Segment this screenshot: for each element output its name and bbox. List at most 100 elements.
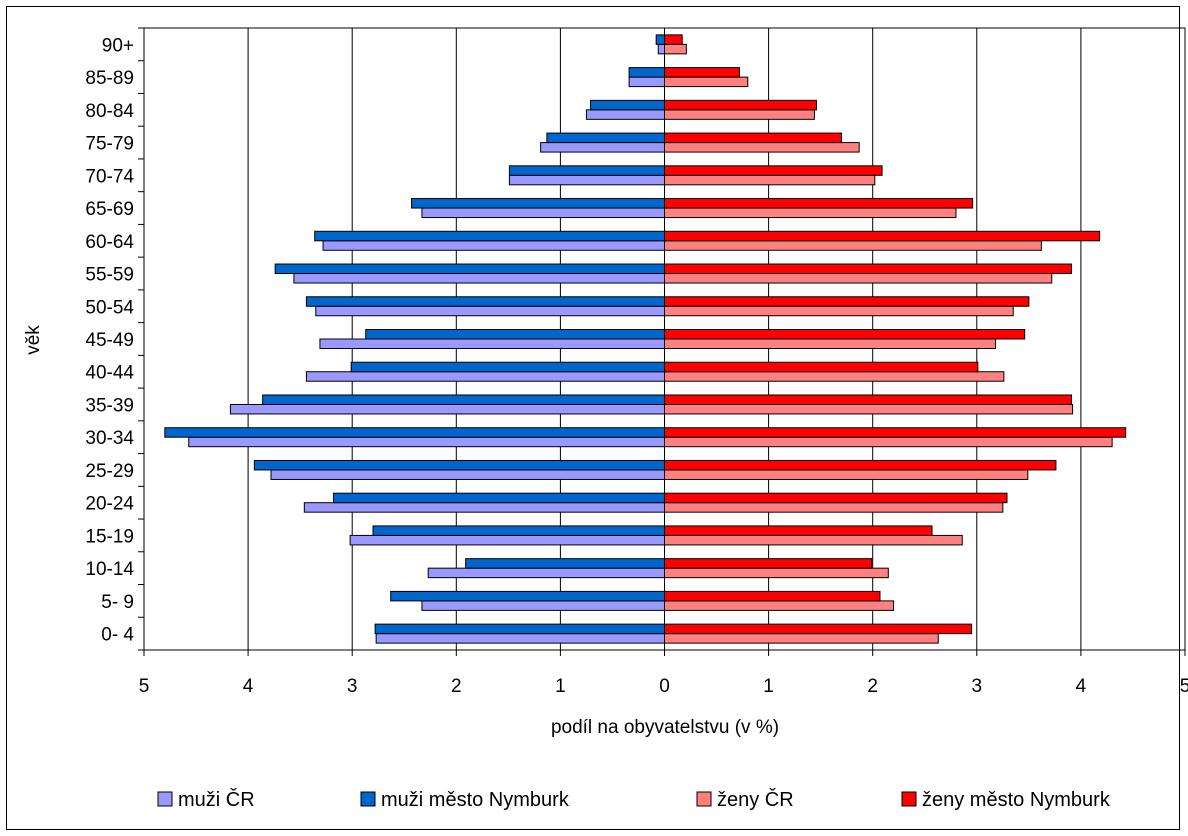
bar-muži-město-Nymburk-0-4	[374, 623, 665, 635]
x-tick-label: 5	[139, 676, 150, 697]
bar-muži-ČR-75-79	[540, 142, 665, 153]
bar-muži-město-Nymburk-55-59	[274, 263, 665, 275]
bar-muži-ČR-0-4	[375, 633, 665, 644]
bar-muži-ČR-85-89	[628, 76, 666, 88]
bar-muži-město-Nymburk-25-29	[253, 459, 665, 471]
legend-swatch	[360, 791, 376, 807]
bar-ženy-ČR-0-4	[664, 633, 939, 644]
bar-ženy-město-Nymburk-60-64	[664, 230, 1101, 242]
x-tick-label: 4	[1076, 676, 1087, 697]
bar-ženy-ČR-15-19	[664, 534, 963, 546]
y-tick-label: 30-34	[85, 428, 134, 449]
y-tick-label: 35-39	[85, 395, 134, 416]
x-tick-label: 1	[555, 676, 566, 697]
bar-muži-ČR-5-9	[421, 600, 665, 611]
bar-ženy-město-Nymburk-35-39	[664, 394, 1073, 405]
bar-ženy-ČR-75-79	[664, 142, 860, 153]
bar-muži-ČR-30-34	[188, 436, 665, 448]
bar-muži-město-Nymburk-5-9	[390, 590, 665, 602]
x-tick-label: 0	[659, 676, 670, 697]
bar-muži-město-Nymburk-70-74	[508, 165, 665, 176]
y-tick-label: 80-84	[85, 101, 134, 122]
y-tick-label: 60-64	[85, 232, 134, 253]
bar-ženy-ČR-90+	[664, 43, 687, 55]
x-tick-labels: 5 4 3 2 1 0 1 2 3 4 5	[139, 676, 1188, 697]
y-tick-label: 90+	[102, 35, 134, 56]
y-tick-label: 5- 9	[101, 592, 134, 613]
bar-ženy-ČR-25-29	[664, 469, 1029, 480]
bar-muži-město-Nymburk-75-79	[546, 132, 666, 144]
bar-muži-město-Nymburk-80-84	[590, 99, 665, 111]
legend-swatch	[157, 791, 173, 807]
bar-ženy-město-Nymburk-20-24	[664, 492, 1008, 504]
legend-label: muži ČR	[178, 788, 255, 811]
bar-muži-město-Nymburk-10-14	[465, 558, 665, 569]
bar-ženy-město-Nymburk-90+	[664, 34, 683, 45]
bar-ženy-ČR-50-54	[664, 305, 1014, 317]
bar-muži-ČR-60-64	[322, 240, 665, 251]
bar-muži-město-Nymburk-35-39	[262, 394, 665, 405]
bar-ženy-město-Nymburk-15-19	[664, 525, 933, 536]
bar-ženy-město-Nymburk-0-4	[664, 623, 973, 635]
y-tick-label: 75-79	[85, 134, 134, 155]
y-tick-labels: 0- 4 5- 9 10-14 15-19 20-24 25-29 30-34 35-39 40…	[85, 35, 134, 645]
bar-muži-město-Nymburk-15-19	[372, 525, 665, 536]
bar-ženy-ČR-60-64	[664, 240, 1042, 251]
bar-muži-ČR-20-24	[303, 502, 665, 513]
bar-muži-ČR-65-69	[421, 207, 665, 219]
bar-ženy-ČR-20-24	[664, 502, 1004, 513]
bar-ženy-město-Nymburk-30-34	[664, 427, 1127, 438]
y-axis-label: věk	[23, 325, 44, 355]
bar-muži-ČR-40-44	[305, 371, 665, 382]
bar-muži-ČR-50-54	[315, 305, 665, 317]
bar-ženy-město-Nymburk-10-14	[664, 558, 873, 569]
legend-label: ženy ČR	[717, 788, 794, 811]
y-tick-label: 25-29	[85, 461, 134, 482]
bar-muži-město-Nymburk-20-24	[332, 492, 665, 504]
legend: muži ČR muži město Nymburk ženy ČR ženy měs…	[157, 788, 1111, 811]
bar-muži-ČR-55-59	[293, 273, 665, 284]
x-tick-label: 5	[1180, 676, 1188, 697]
y-tick-label: 65-69	[85, 199, 134, 220]
bar-ženy-ČR-35-39	[664, 403, 1074, 415]
bar-ženy-ČR-65-69	[664, 207, 957, 219]
bar-ženy-město-Nymburk-25-29	[664, 459, 1057, 471]
bar-muži-ČR-15-19	[349, 534, 665, 546]
y-tick-label: 20-24	[85, 494, 134, 515]
bars-layer	[164, 34, 1127, 644]
bar-ženy-město-Nymburk-70-74	[664, 165, 883, 176]
legend-swatch	[901, 791, 917, 807]
bar-ženy-ČR-5-9	[664, 600, 895, 611]
y-tick-label: 70-74	[85, 166, 134, 187]
x-tick-label: 3	[347, 676, 358, 697]
y-tick-label: 50-54	[85, 297, 134, 318]
bar-muži-město-Nymburk-85-89	[628, 67, 666, 78]
y-tick-label: 45-49	[85, 330, 134, 351]
y-tick-label: 15-19	[85, 526, 134, 547]
bar-ženy-ČR-30-34	[664, 436, 1113, 448]
bar-muži-ČR-10-14	[427, 567, 665, 579]
legend-swatch	[696, 791, 712, 807]
x-tick-label: 3	[972, 676, 983, 697]
x-tick-label: 1	[763, 676, 774, 697]
legend-label: muži město Nymburk	[381, 789, 570, 811]
bar-muži-ČR-70-74	[508, 174, 665, 186]
bar-muži-město-Nymburk-90+	[655, 34, 665, 45]
bar-muži-město-Nymburk-65-69	[411, 198, 665, 209]
bar-ženy-město-Nymburk-85-89	[664, 67, 740, 78]
bar-ženy-město-Nymburk-5-9	[664, 590, 881, 602]
bar-ženy-ČR-80-84	[664, 109, 815, 120]
bar-ženy-ČR-45-49	[664, 338, 997, 349]
bar-ženy-město-Nymburk-50-54	[664, 296, 1030, 307]
bar-muži-ČR-90+	[657, 43, 666, 55]
bar-muži-město-Nymburk-60-64	[314, 230, 665, 242]
bar-muži-město-Nymburk-45-49	[365, 329, 665, 340]
bar-ženy-město-Nymburk-65-69	[664, 198, 974, 209]
bar-ženy-město-Nymburk-75-79	[664, 132, 842, 144]
bar-ženy-město-Nymburk-45-49	[664, 329, 1026, 340]
bar-muži-město-Nymburk-50-54	[305, 296, 665, 307]
bar-muži-ČR-35-39	[229, 403, 665, 415]
bar-ženy-město-Nymburk-40-44	[664, 361, 979, 373]
bar-ženy-město-Nymburk-55-59	[664, 263, 1073, 275]
bar-ženy-město-Nymburk-80-84	[664, 99, 817, 111]
